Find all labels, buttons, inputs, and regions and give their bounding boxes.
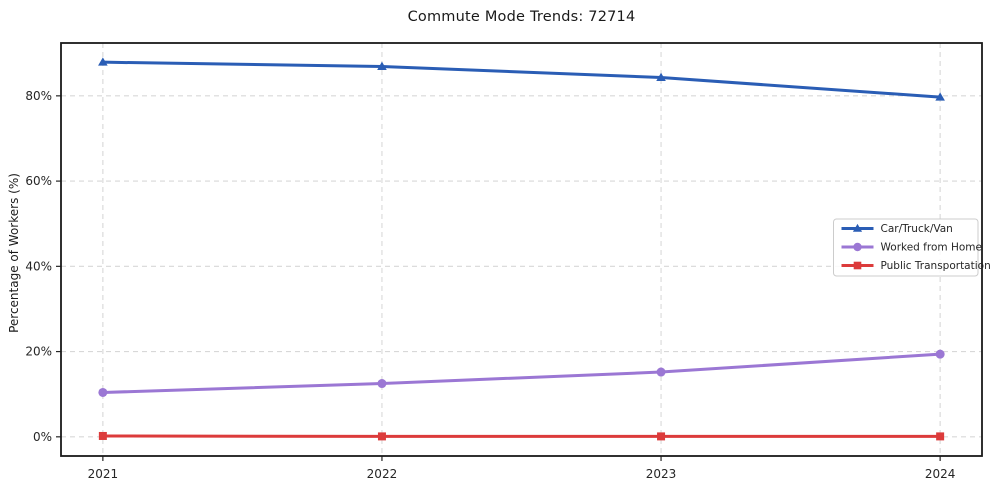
data-point-marker	[98, 387, 108, 397]
data-point-marker	[98, 431, 107, 440]
data-point-marker	[98, 57, 108, 66]
legend-box	[833, 218, 979, 277]
data-point-marker	[377, 379, 387, 389]
x-tick-label: 2021	[88, 467, 119, 481]
chart-title: Commute Mode Trends: 72714	[407, 9, 636, 25]
y-tick-label: 20%	[25, 345, 52, 359]
y-tick-label: 60%	[25, 174, 52, 188]
legend-sample-marker	[852, 223, 863, 232]
data-point-marker	[935, 349, 945, 359]
data-point-marker	[656, 367, 666, 377]
plot-frame	[60, 42, 983, 457]
data-point-marker	[657, 432, 666, 441]
x-tick-label: 2024	[925, 467, 956, 481]
data-point-marker	[377, 61, 387, 70]
data-point-marker	[656, 72, 666, 82]
legend-sample-marker	[853, 242, 862, 252]
series-line-car-truck-van	[101, 60, 942, 99]
series-line-worked-from-home	[101, 352, 942, 394]
data-point-marker	[935, 92, 945, 101]
legend-item-label: Car/Truck/Van	[881, 223, 953, 235]
data-point-marker	[377, 432, 386, 441]
legend-item-label: Worked from Home	[881, 242, 982, 254]
legend-item-label: Public Transportation	[881, 260, 990, 272]
y-tick-label: 40%	[25, 259, 52, 273]
legend-sample-marker	[853, 261, 862, 270]
data-point-marker	[936, 432, 945, 441]
x-tick-label: 2023	[646, 467, 677, 481]
x-tick-label: 2022	[367, 467, 398, 481]
y-tick-label: 80%	[25, 89, 52, 103]
y-tick-label: 0%	[33, 430, 52, 444]
